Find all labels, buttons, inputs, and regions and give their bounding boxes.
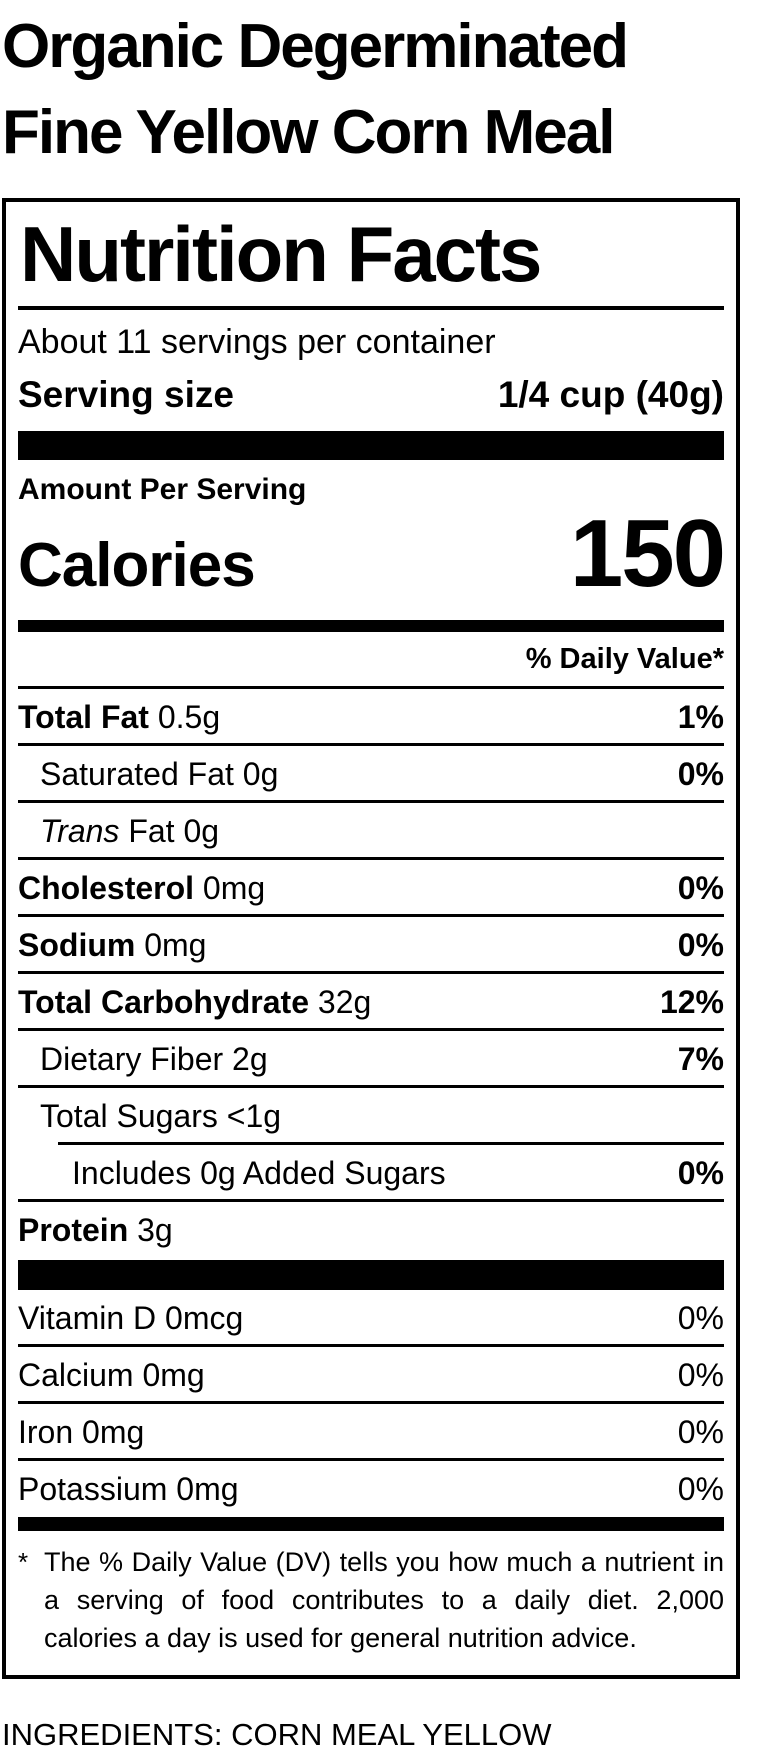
nutrient-row-total-sugars: Total Sugars <1g — [18, 1088, 724, 1142]
nutrition-facts-panel: Nutrition Facts About 11 servings per co… — [2, 198, 740, 1679]
nutrient-name: Protein 3g — [18, 1212, 173, 1248]
thick-divider-top — [18, 431, 724, 460]
nutrient-row-saturated-fat: Saturated Fat 0g 0% — [18, 746, 724, 803]
nutrient-row-potassium: Potassium 0mg 0% — [18, 1461, 724, 1515]
nutrient-row-iron: Iron 0mg 0% — [18, 1404, 724, 1461]
serving-size-row: Serving size 1/4 cup (40g) — [18, 368, 724, 422]
nutrient-row-protein: Protein 3g — [18, 1202, 724, 1256]
nutrient-daily-value: 0% — [677, 870, 724, 906]
nutrient-name: Dietary Fiber 2g — [40, 1041, 268, 1077]
nutrient-row-total-fat: Total Fat 0.5g 1% — [18, 689, 724, 746]
vitamin-rows: Vitamin D 0mcg 0% Calcium 0mg 0% Iron 0mg 0% P… — [18, 1290, 724, 1515]
nutrient-row-vitamin-d: Vitamin D 0mcg 0% — [18, 1290, 724, 1347]
footnote-asterisk: * — [18, 1547, 29, 1577]
daily-value-footnote: * The % Daily Value (DV) tells you how m… — [18, 1531, 724, 1665]
nutrient-row-cholesterol: Cholesterol 0mg 0% — [18, 860, 724, 917]
nutrition-facts-title: Nutrition Facts — [20, 210, 542, 298]
nutrient-name: Sodium 0mg — [18, 927, 207, 963]
nutrient-daily-value: 0% — [677, 927, 724, 963]
nutrient-row-total-carbohydrate: Total Carbohydrate 32g 12% — [18, 974, 724, 1031]
footnote-text: The % Daily Value (DV) tells you how muc… — [44, 1547, 724, 1653]
nutrient-daily-value: 7% — [677, 1041, 724, 1077]
nutrient-rows: Total Fat 0.5g 1% Saturated Fat 0g 0% Trans … — [18, 689, 724, 1256]
thick-divider-protein — [18, 1260, 724, 1290]
nutrient-daily-value: 0% — [677, 1357, 724, 1393]
title-divider — [18, 306, 724, 310]
nutrient-name: Total Sugars <1g — [40, 1098, 282, 1134]
nutrient-name: Iron 0mg — [18, 1414, 145, 1450]
nutrient-name: Trans Fat 0g — [40, 813, 220, 849]
nutrient-daily-value: 0% — [677, 1300, 724, 1336]
nutrient-daily-value: 0% — [677, 1471, 724, 1507]
nutrient-name: Cholesterol 0mg — [18, 870, 266, 906]
serving-size-value: 1/4 cup (40g) — [497, 374, 724, 415]
nutrient-name: Includes 0g Added Sugars — [72, 1155, 446, 1191]
nutrient-name: Potassium 0mg — [18, 1471, 239, 1507]
daily-value-header: % Daily Value* — [18, 632, 724, 689]
nutrient-name: Calcium 0mg — [18, 1357, 205, 1393]
nutrient-daily-value: 0% — [677, 1414, 724, 1450]
product-title: Organic Degerminated Fine Yellow Corn Me… — [2, 12, 629, 167]
nutrient-row-calcium: Calcium 0mg 0% — [18, 1347, 724, 1404]
medium-divider-calories — [18, 620, 724, 632]
calories-label: Calories — [18, 531, 256, 600]
nutrient-daily-value: 0% — [677, 1155, 724, 1191]
calories-row: Calories 150 — [18, 500, 726, 614]
nutrient-row-trans-fat: Trans Fat 0g — [18, 803, 724, 860]
nutrient-name: Total Carbohydrate 32g — [18, 984, 372, 1020]
servings-per-container: About 11 servings per container — [18, 323, 496, 361]
amount-per-serving-label: Amount Per Serving — [18, 473, 307, 506]
indented-divider — [58, 1142, 724, 1145]
nutrient-daily-value: 0% — [677, 756, 724, 792]
serving-size-label: Serving size — [18, 374, 234, 415]
nutrient-row-sodium: Sodium 0mg 0% — [18, 917, 724, 974]
nutrient-name: Total Fat 0.5g — [18, 699, 221, 735]
calories-value: 150 — [569, 500, 726, 607]
ingredients-line: INGREDIENTS: CORN MEAL YELLOW — [2, 1717, 552, 1752]
medium-divider-vitamins — [18, 1517, 724, 1531]
nutrient-daily-value: 12% — [659, 984, 724, 1020]
nutrient-row-includes-0g-added-sugars: Includes 0g Added Sugars 0% — [18, 1145, 724, 1202]
nutrient-daily-value: 1% — [677, 699, 724, 735]
nutrient-row-dietary-fiber: Dietary Fiber 2g 7% — [18, 1031, 724, 1088]
nutrient-name: Saturated Fat 0g — [40, 756, 279, 792]
nutrient-name: Vitamin D 0mcg — [18, 1300, 244, 1336]
